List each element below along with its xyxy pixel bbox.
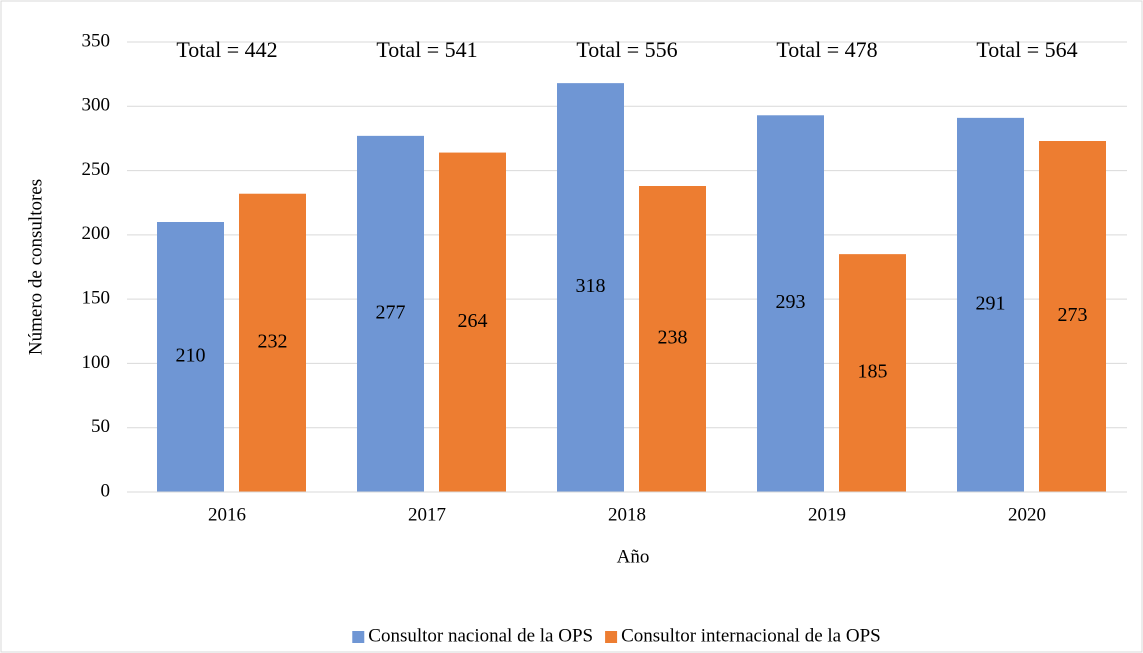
value-label: 238 [658, 327, 688, 349]
bar [157, 222, 224, 492]
legend-swatch [605, 631, 618, 643]
value-label: 291 [976, 293, 1006, 315]
bar [239, 193, 306, 492]
y-tick-label: 300 [82, 95, 111, 116]
x-axis-title: Año [617, 546, 650, 567]
bar [957, 117, 1024, 492]
y-tick-label: 0 [101, 480, 111, 501]
y-tick-label: 350 [82, 30, 111, 51]
value-label: 185 [858, 361, 888, 383]
y-tick-label: 100 [82, 352, 111, 373]
x-tick-label: 2019 [808, 504, 846, 525]
total-annotation: Total = 478 [776, 37, 877, 62]
y-axis-title: Número de consultores [25, 179, 46, 355]
y-tick-label: 250 [82, 159, 111, 180]
value-label: 273 [1058, 304, 1088, 326]
y-tick-label: 200 [82, 223, 111, 244]
y-tick-label: 150 [82, 288, 111, 309]
legend-swatch [352, 631, 365, 643]
value-label: 318 [576, 275, 606, 297]
bar [757, 115, 824, 493]
legend-label: Consultor internacional de la OPS [621, 625, 881, 646]
value-label: 293 [776, 291, 806, 313]
value-label: 210 [176, 345, 206, 367]
value-label: 277 [376, 302, 406, 324]
total-annotation: Total = 556 [576, 37, 677, 62]
value-label: 232 [258, 330, 288, 352]
x-tick-label: 2016 [208, 504, 246, 525]
bar [1039, 141, 1106, 492]
total-annotation: Total = 564 [976, 37, 1077, 62]
y-tick-label: 50 [91, 416, 110, 437]
bar [639, 186, 706, 492]
x-tick-label: 2020 [1008, 504, 1046, 525]
total-annotation: Total = 541 [376, 37, 477, 62]
value-label: 264 [458, 310, 488, 332]
bar [357, 135, 424, 492]
bar [839, 254, 906, 492]
total-annotation: Total = 442 [176, 37, 277, 62]
x-tick-label: 2018 [608, 504, 646, 525]
bar [557, 83, 624, 493]
x-tick-label: 2017 [408, 504, 446, 525]
legend-label: Consultor nacional de la OPS [368, 625, 593, 646]
bar [439, 152, 506, 493]
